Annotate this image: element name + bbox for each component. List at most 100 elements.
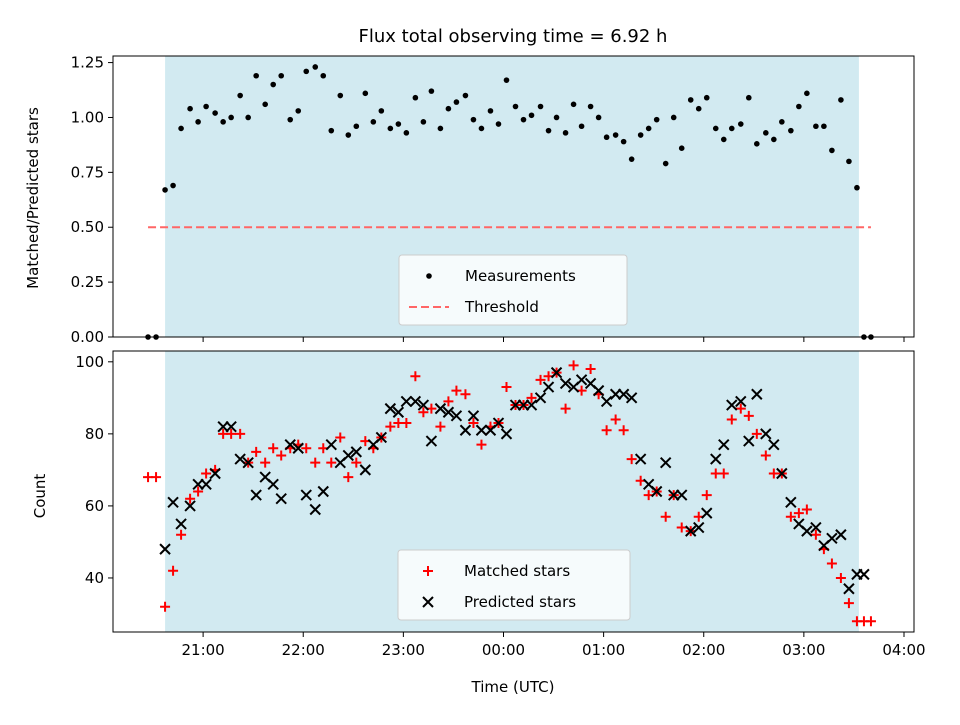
data-point: [228, 114, 234, 121]
data-point: [176, 529, 187, 540]
data-point: [312, 64, 319, 70]
data-point: [451, 385, 462, 396]
data-point: [317, 485, 329, 498]
data-point: [676, 522, 687, 533]
data-point: [626, 454, 637, 465]
data-point: [660, 511, 671, 522]
data-point: [428, 88, 435, 94]
data-point: [175, 518, 187, 530]
data-point: [620, 138, 627, 145]
data-point: [728, 125, 735, 132]
data-point: [417, 399, 430, 411]
data-point: [342, 449, 355, 462]
data-point: [200, 478, 212, 491]
data-point: [760, 450, 771, 461]
y-axis-label-ratio: Matched/Predicted stars: [24, 107, 42, 289]
data-point: [526, 392, 537, 403]
data-point: [225, 420, 237, 433]
data-point: [520, 116, 527, 123]
data-point: [276, 450, 287, 461]
data-point: [595, 114, 602, 121]
data-point: [162, 187, 168, 193]
data-point: [726, 414, 737, 425]
data-point: [535, 374, 546, 385]
data-point: [712, 125, 719, 132]
data-point: [309, 503, 321, 516]
data-point: [835, 572, 846, 583]
data-point: [810, 521, 822, 534]
data-point: [268, 443, 279, 454]
series-matched-stars: [143, 360, 876, 627]
data-point: [395, 121, 402, 127]
data-point: [267, 478, 279, 491]
data-point: [838, 97, 844, 103]
data-point: [846, 158, 852, 165]
data-point: [195, 119, 201, 125]
data-point: [400, 395, 413, 408]
data-point: [788, 127, 794, 134]
data-point: [634, 453, 647, 465]
data-point: [785, 511, 796, 522]
data-point: [278, 72, 285, 79]
data-point: [813, 123, 819, 130]
data-point: [160, 601, 171, 612]
data-point: [821, 123, 827, 130]
y-tick-label: 0.50: [71, 218, 104, 236]
data-point: [645, 125, 652, 132]
data-point: [793, 508, 804, 519]
data-point: [760, 428, 772, 440]
data-point: [251, 446, 262, 457]
data-point: [804, 90, 810, 97]
data-point: [378, 108, 385, 114]
data-point: [578, 123, 585, 130]
data-point: [726, 399, 738, 411]
ratio-panel: 0.00 0.25 0.50 0.75 1.00 1.25 Measurements Thre…: [71, 54, 915, 346]
data-point: [512, 103, 519, 110]
data-point: [168, 565, 179, 576]
data-point: [810, 529, 821, 540]
data-point: [295, 108, 302, 114]
x-tick-label: 04:00: [882, 641, 925, 659]
data-point: [209, 467, 221, 480]
data-point: [553, 114, 560, 121]
y-tick-label: 100: [75, 353, 104, 371]
series-predicted-stars: [159, 366, 870, 595]
data-point: [450, 410, 463, 422]
legend-box: [397, 549, 631, 621]
data-point: [550, 366, 563, 379]
data-point: [151, 472, 162, 483]
data-point: [653, 116, 660, 123]
data-point: [226, 428, 237, 439]
data-point: [234, 453, 246, 465]
data-point: [501, 382, 512, 393]
data-point: [703, 94, 710, 101]
data-point: [829, 147, 835, 154]
data-point: [592, 384, 605, 397]
y-tick-label: 0.25: [71, 273, 104, 291]
data-point: [796, 103, 802, 110]
data-point: [250, 489, 262, 501]
data-point: [625, 392, 638, 404]
y-tick-label: 80: [85, 425, 104, 443]
data-point: [670, 114, 677, 121]
data-point: [410, 371, 421, 382]
data-point: [284, 438, 296, 451]
data-point: [659, 456, 672, 469]
data-point: [587, 103, 594, 110]
series-measurements: [145, 64, 874, 340]
data-point: [751, 428, 762, 439]
data-point: [475, 424, 488, 436]
data-point: [184, 500, 196, 512]
x-tick-label: 21:00: [181, 641, 224, 659]
data-point: [359, 464, 372, 476]
data-point: [701, 490, 712, 501]
data-point: [170, 182, 176, 189]
x-tick-label: 22:00: [282, 641, 325, 659]
data-point: [303, 68, 310, 75]
legend-marker: [422, 596, 434, 608]
data-point: [326, 457, 337, 468]
data-point: [528, 112, 535, 119]
data-point: [492, 417, 505, 429]
y-tick-label: 60: [85, 497, 104, 515]
data-point: [434, 402, 447, 415]
